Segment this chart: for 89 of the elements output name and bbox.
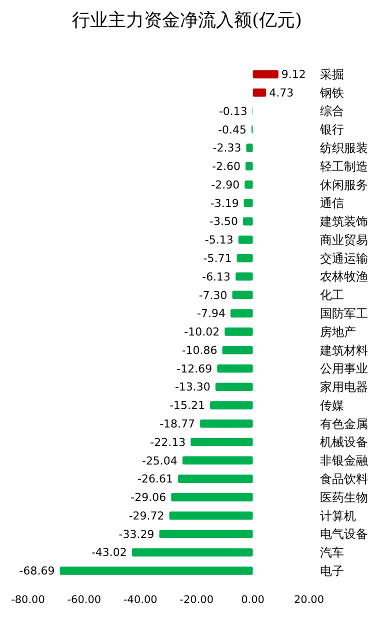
data-label: -5.13 xyxy=(204,234,234,247)
y-tick-label: 计算机 xyxy=(320,508,356,523)
data-label: -13.30 xyxy=(174,380,210,394)
x-tick-label: 0.00 xyxy=(241,594,264,606)
bar xyxy=(224,328,253,336)
y-tick-label: 建筑材料 xyxy=(319,343,368,358)
y-tick-label: 交通运输 xyxy=(320,251,368,266)
y-tick-label: 传媒 xyxy=(320,398,344,412)
bar xyxy=(182,456,253,465)
data-label: -3.19 xyxy=(210,196,239,210)
data-label: -2.33 xyxy=(212,142,242,155)
bar xyxy=(252,70,278,78)
bar xyxy=(215,382,253,391)
y-tick-label: 医药生物 xyxy=(320,490,368,504)
data-label: -15.21 xyxy=(170,399,206,412)
bar xyxy=(171,493,253,502)
y-tick-label: 电子 xyxy=(320,564,344,578)
data-label: -18.77 xyxy=(160,417,196,430)
y-tick-label: 有色金属 xyxy=(320,416,368,431)
bar xyxy=(200,420,253,428)
bar xyxy=(169,511,253,520)
y-tick-label: 钢铁 xyxy=(319,86,344,100)
y-tick-label: 通信 xyxy=(320,196,344,210)
bar xyxy=(132,548,253,556)
x-tick-label: -80.00 xyxy=(11,594,45,606)
data-label: -68.69 xyxy=(19,564,55,578)
y-tick-label: 机械设备 xyxy=(320,435,368,450)
bar xyxy=(178,474,253,483)
data-label: -43.02 xyxy=(91,546,127,560)
x-tick-label: -20.00 xyxy=(180,594,214,606)
bar xyxy=(60,566,253,575)
bar xyxy=(159,530,253,538)
y-tick-label: 化工 xyxy=(320,288,344,302)
data-label: -25.04 xyxy=(142,454,178,468)
data-label: -10.86 xyxy=(182,344,218,357)
y-tick-label: 食品饮料 xyxy=(320,472,368,486)
y-tick-label: 银行 xyxy=(319,122,344,137)
x-tick-label: 20.00 xyxy=(294,594,324,606)
bar xyxy=(238,236,253,244)
data-label: -10.02 xyxy=(184,326,220,339)
y-tick-label: 纺织服装 xyxy=(320,141,368,156)
y-tick-label: 商业贸易 xyxy=(320,232,368,247)
chart-title: 行业主力资金净流入额(亿元) xyxy=(72,10,302,31)
y-tick-label: 非银金融 xyxy=(320,454,368,468)
data-label: -12.69 xyxy=(176,362,212,376)
y-tick-label: 汽车 xyxy=(320,546,344,560)
data-label: -33.29 xyxy=(118,528,154,541)
data-label: 9.12 xyxy=(281,68,306,82)
y-tick-label: 采掘 xyxy=(320,67,344,82)
y-tick-label: 农林牧渔 xyxy=(320,270,368,284)
y-tick-label: 国防军工 xyxy=(320,306,368,321)
bar xyxy=(210,401,253,410)
data-label: -7.94 xyxy=(197,307,226,320)
y-tick-label: 轻工制造 xyxy=(320,159,368,174)
data-label: -2.60 xyxy=(212,160,240,174)
data-label: -5.71 xyxy=(203,252,232,265)
data-label: -29.72 xyxy=(128,509,164,522)
bar xyxy=(217,364,253,373)
data-label: -0.13 xyxy=(218,104,248,118)
data-label: -3.50 xyxy=(209,215,238,228)
y-tick-label: 综合 xyxy=(320,104,344,118)
y-tick-label: 建筑装饰 xyxy=(319,214,368,229)
data-label: -6.13 xyxy=(202,270,231,284)
data-label: -2.90 xyxy=(211,178,240,192)
bar xyxy=(230,309,253,318)
y-tick-label: 电气设备 xyxy=(320,527,368,542)
data-label: -29.06 xyxy=(130,491,166,504)
y-tick-label: 休闲服务 xyxy=(320,178,368,192)
x-tick-label: -40.00 xyxy=(123,594,158,606)
bar xyxy=(190,438,253,446)
bar xyxy=(222,346,253,354)
y-tick-label: 公用事业 xyxy=(320,362,368,376)
bar xyxy=(236,272,253,281)
bar xyxy=(236,254,253,262)
bar xyxy=(232,290,253,300)
bar xyxy=(245,162,253,170)
bar xyxy=(244,180,253,189)
data-label: 4.73 xyxy=(269,86,294,100)
data-label: -7.30 xyxy=(198,288,228,302)
data-label: -22.13 xyxy=(150,436,186,449)
bar xyxy=(252,88,266,97)
bar xyxy=(246,144,253,152)
y-tick-label: 家用电器 xyxy=(320,380,368,394)
bar xyxy=(242,217,253,226)
x-tick-label: -60.00 xyxy=(67,594,102,606)
data-label: -26.61 xyxy=(138,472,174,486)
bar xyxy=(244,198,253,208)
data-label: -0.45 xyxy=(218,123,247,136)
y-tick-label: 房地产 xyxy=(320,324,356,339)
